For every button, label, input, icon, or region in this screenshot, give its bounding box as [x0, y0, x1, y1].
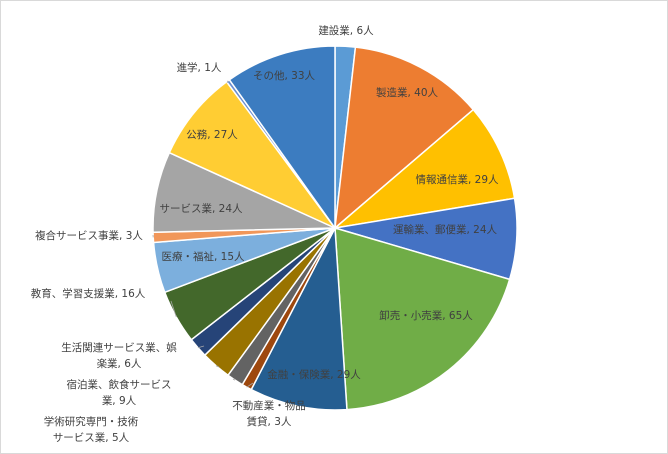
leader-line-6: [246, 382, 254, 388]
pie-slice-2: [332, 108, 516, 230]
pie-slice-14: [168, 80, 338, 230]
leader-line-15: [226, 80, 229, 84]
pie-slice-1: [334, 46, 475, 230]
data-label-6: 不動産業・物品賃貸, 3人: [232, 399, 306, 428]
data-label-10: 教育、学習支援業, 16人: [31, 287, 146, 300]
data-label-2: 情報通信業, 29人: [415, 173, 499, 186]
pie-slice-16: [228, 45, 336, 231]
data-label-5: 金融・保険業, 29人: [267, 368, 361, 381]
leader-line-9: [197, 345, 205, 349]
data-label-1: 製造業, 40人: [376, 86, 439, 99]
data-label-13: サービス業, 24人: [159, 202, 243, 215]
data-label-0: 建設業, 6人: [318, 24, 374, 37]
data-label-4: 卸売・小売業, 65人: [379, 309, 473, 322]
leader-lines: [152, 80, 254, 388]
leader-line-8: [215, 365, 220, 368]
data-label-3: 運輸業、郵便業, 24人: [393, 223, 498, 236]
data-label-11: 医療・福祉, 15人: [161, 250, 245, 263]
data-label-14: 公務, 27人: [186, 128, 238, 141]
leader-line-10: [170, 300, 177, 318]
pie-slice-5: [250, 225, 348, 411]
data-label-12: 複合サービス事業, 3人: [35, 229, 143, 242]
data-label-15: 進学, 1人: [177, 61, 222, 74]
data-label-7: 学術研究専門・技術サービス業, 5人: [44, 415, 139, 444]
pie-slices: [152, 45, 518, 411]
data-label-9: 生活関連サービス業、娯楽業, 6人: [61, 341, 177, 370]
pie-slice-4: [334, 226, 511, 411]
leader-line-7: [232, 378, 236, 381]
data-label-16: その他, 33人: [253, 69, 316, 82]
data-label-8: 宿泊業、飲食サービス業, 9人: [67, 378, 172, 407]
